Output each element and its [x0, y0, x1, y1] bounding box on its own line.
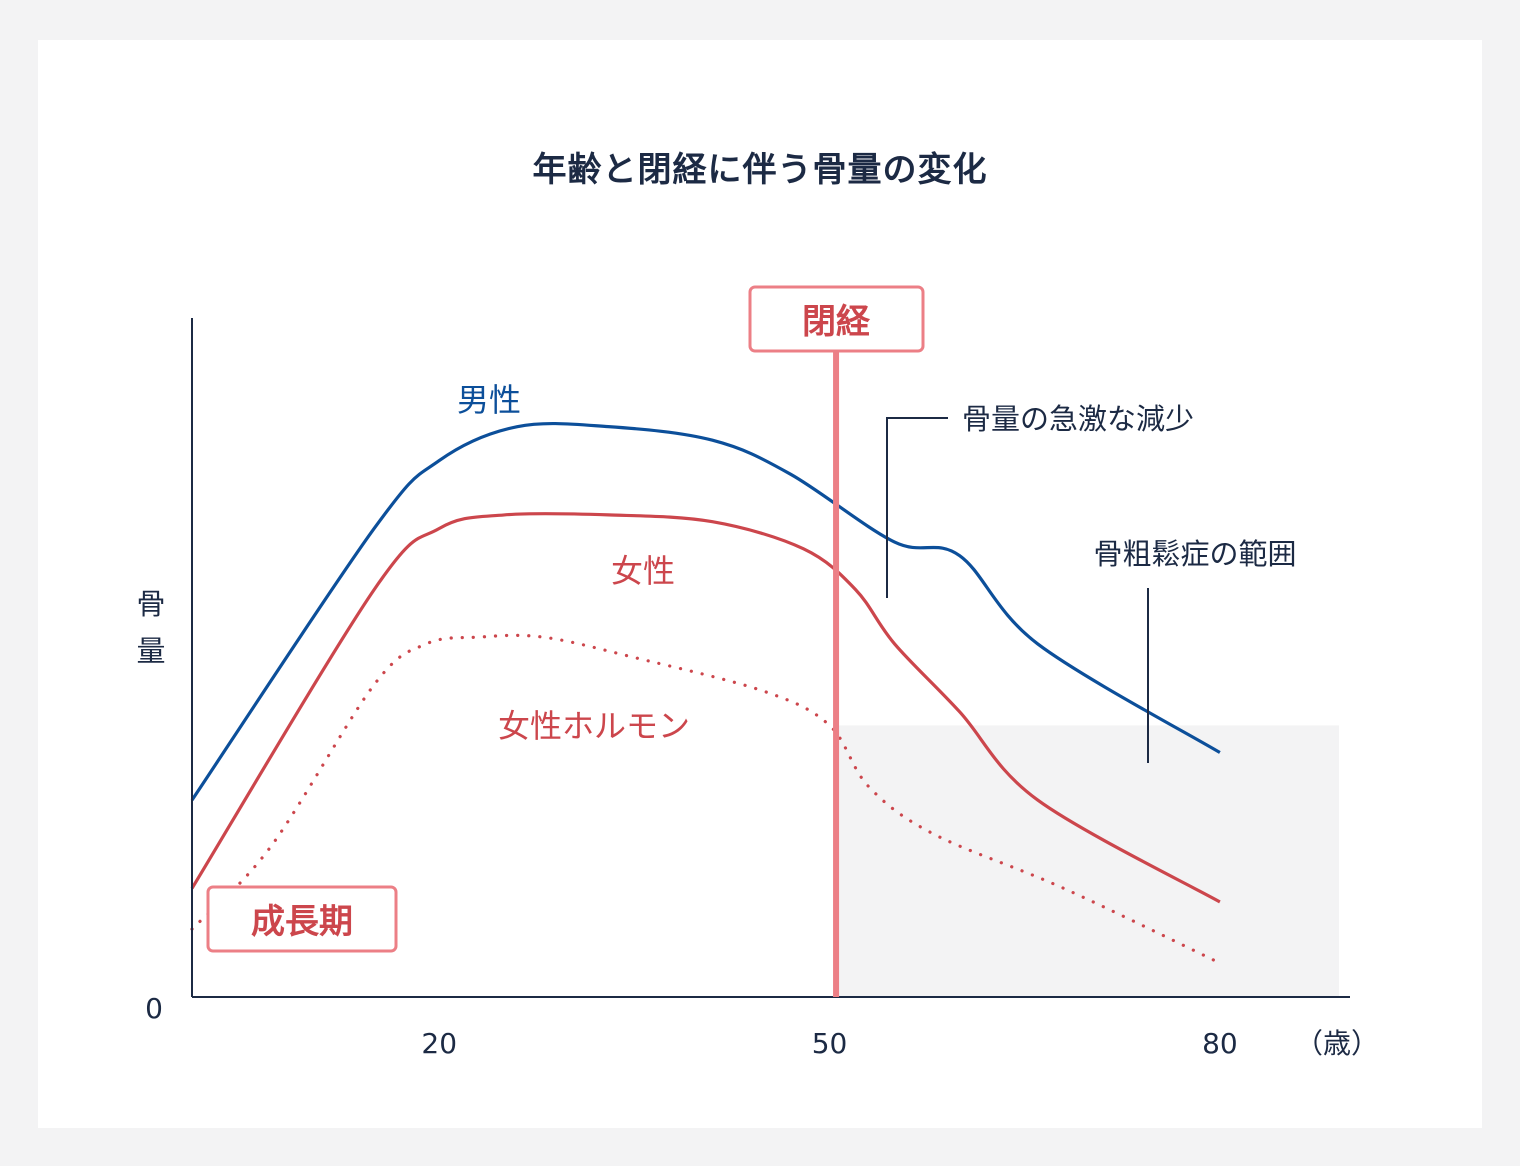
legend-label-male: 男性 — [457, 381, 521, 419]
menopause-label: 閉経 — [802, 302, 871, 342]
y-zero-label: 0 — [145, 992, 163, 1025]
x-tick-label: 50 — [812, 1027, 848, 1060]
rapid-decrease-annotation: 骨量の急激な減少 — [962, 402, 1194, 436]
growth-period-label-box — [206, 885, 398, 953]
menopause-label-box — [748, 285, 925, 353]
rapid-decrease-leader-line — [886, 417, 948, 598]
x-tick-label: 80 — [1202, 1027, 1238, 1060]
growth-period-label: 成長期 — [251, 902, 353, 942]
y-axis-label-part-2: 量 — [136, 634, 165, 668]
x-tick-label: 20 — [421, 1027, 457, 1060]
y-axis-label-part-1: 骨 — [136, 587, 165, 621]
legend-label-female: 女性 — [611, 552, 675, 590]
osteoporosis-range-annotation: 骨粗鬆症の範囲 — [1093, 537, 1296, 571]
osteoporosis-zone — [836, 725, 1339, 997]
x-unit-label: （歳） — [1295, 1027, 1379, 1060]
series-line-male — [190, 421, 1221, 801]
series-line-female — [190, 512, 1221, 904]
legend-label-female-hormone: 女性ホルモン — [498, 707, 690, 745]
x-tick-labels: 20 50 80 — [421, 1027, 1237, 1060]
series-line-female-hormone — [190, 633, 1222, 965]
chart-title: 年齢と閉経に伴う骨量の変化 — [532, 150, 988, 190]
